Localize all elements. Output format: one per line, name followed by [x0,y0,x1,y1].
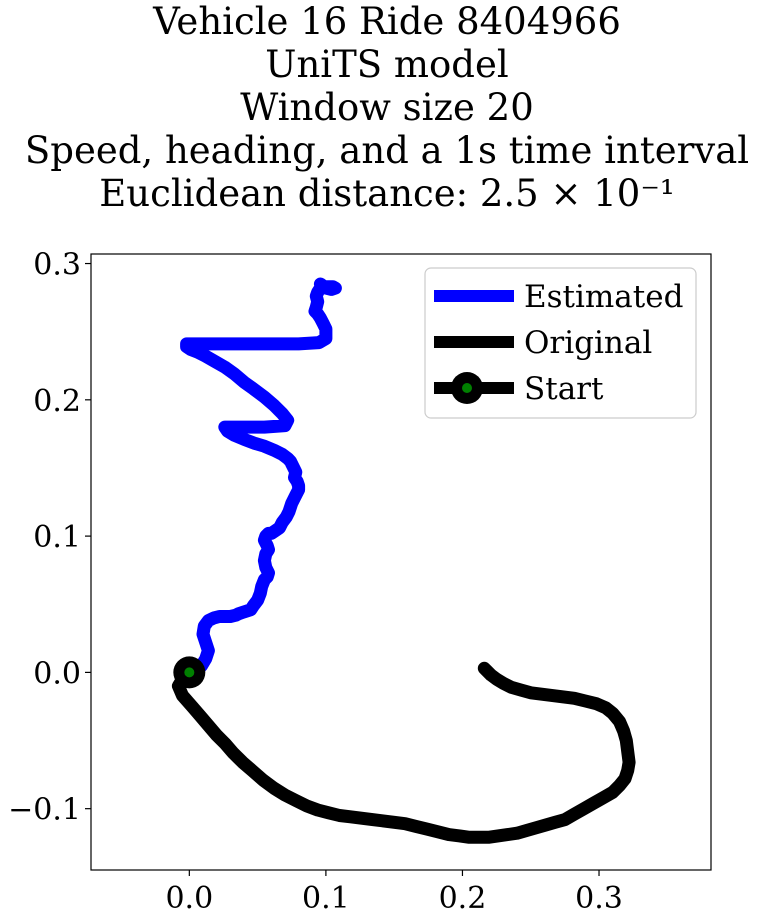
start-marker-inner [184,667,195,678]
legend-label-estimated: Estimated [524,279,683,315]
series-line-estimated [180,277,342,679]
x-tick-label: 0.0 [165,881,213,916]
chart-title: Vehicle 16 Ride 8404966 UniTS model Wind… [0,0,774,215]
y-tick-label: 0.2 [33,384,81,419]
y-tick-label: 0.1 [33,520,81,555]
title-line-4: Speed, heading, and a 1s time interval [24,129,750,172]
legend-label-original: Original [524,325,652,361]
y-tick-label: −0.1 [8,793,81,828]
series-line-original [171,661,636,844]
legend: Estimated Original Start [424,267,697,419]
plot-frame [90,253,712,871]
axis-ticks: 0.0 0.1 0.2 0.3 −0.1 0.0 0.1 0.2 0.3 [8,248,623,916]
series-layer [171,277,636,844]
legend-frame [424,267,697,419]
y-tick-label: 0.0 [33,656,81,691]
title-line-3: Window size 20 [240,86,534,129]
legend-label-start: Start [524,371,604,407]
title-line-2: UniTS model [265,43,509,86]
legend-swatch-start-inner [462,383,472,393]
title-line-1: Vehicle 16 Ride 8404966 [153,0,621,43]
y-tick-label: 0.3 [33,248,81,283]
x-tick-label: 0.2 [439,881,487,916]
x-tick-label: 0.1 [302,881,350,916]
title-line-5: Euclidean distance: 2.5 × 10⁻¹ [99,172,675,215]
x-tick-label: 0.3 [575,881,623,916]
